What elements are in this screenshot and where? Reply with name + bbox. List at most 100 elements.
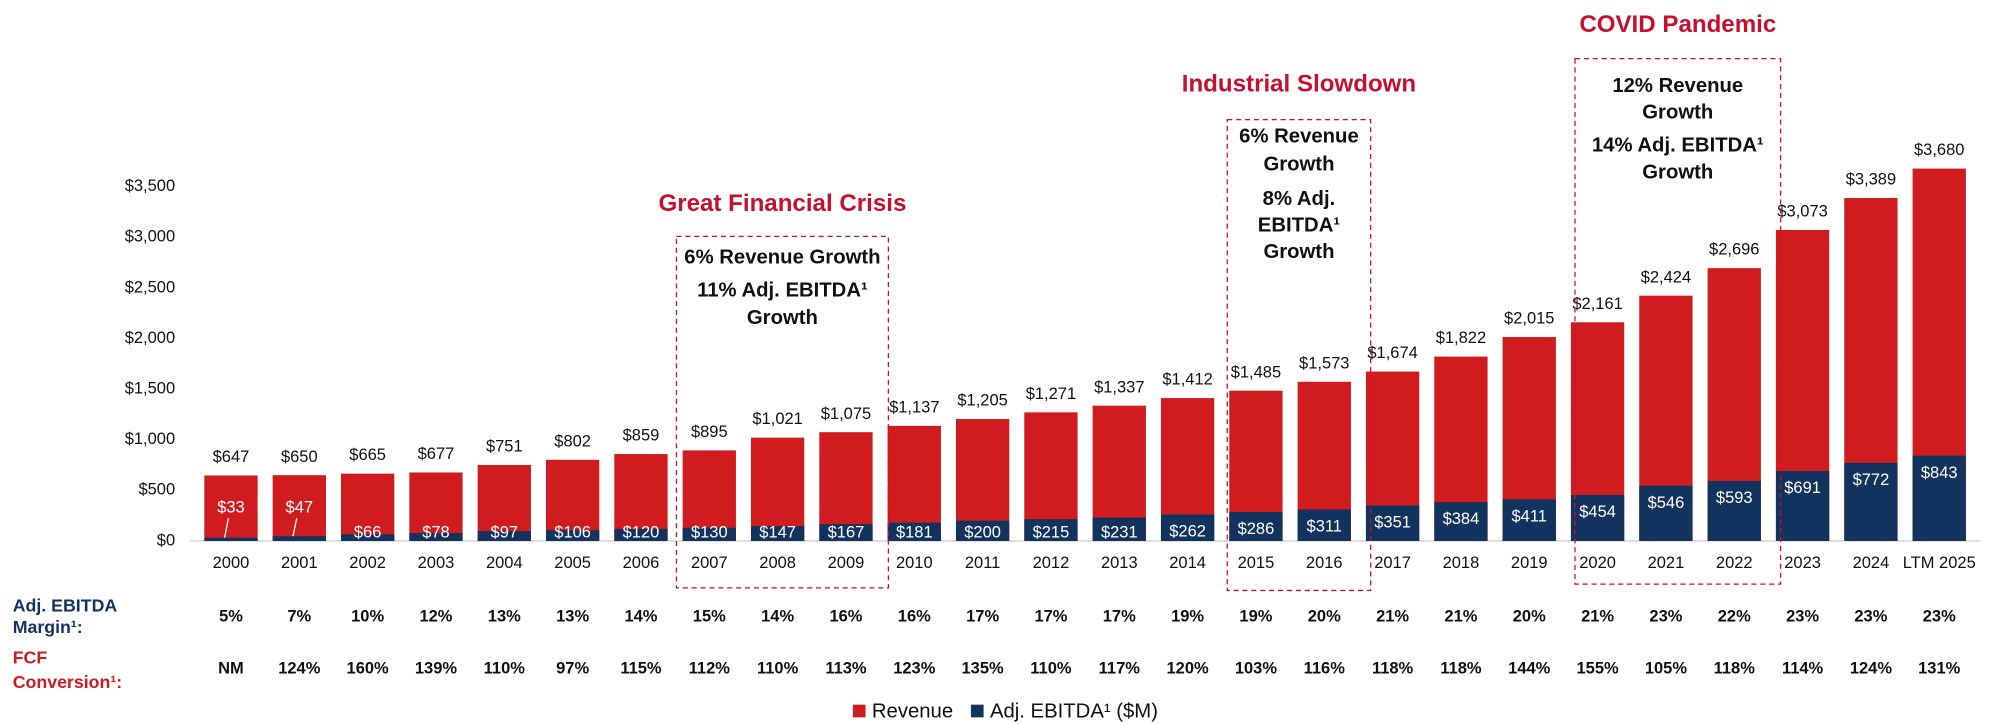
annotation-line: 6% Revenue Growth [684,246,880,268]
annotation-line: 8% Adj. [1263,188,1336,210]
ebitda-bar [409,533,463,541]
revenue-label: $1,137 [889,398,939,416]
revenue-label: $647 [213,448,250,466]
annotation-title: Great Financial Crisis [658,190,906,217]
annotation-box [1574,58,1782,585]
ebitda-bar [1160,514,1215,541]
y-tick-label: $1,000 [125,430,175,448]
row-value: 115% [620,659,662,677]
y-tick-label: $1,500 [125,380,175,398]
x-tick-label: 2011 [965,554,1000,572]
row-value: 15% [693,607,726,625]
annotation-line: 11% Adj. EBITDA¹ [697,279,868,301]
row-value: 144% [1508,659,1551,677]
row-value: 14% [624,607,657,625]
row-value: 105% [1645,659,1688,677]
x-tick-label: 2017 [1374,554,1411,572]
revenue-label: $3,389 [1846,171,1896,189]
x-tick-label: 2010 [896,554,933,572]
y-tick-label: $500 [138,481,175,499]
row-value: 13% [488,607,521,625]
row-value: 21% [1581,607,1614,625]
revenue-label: $802 [554,432,591,450]
revenue-bar [272,475,326,541]
ebitda-bar [682,527,736,541]
row-value: 23% [1649,607,1682,625]
ebitda-label: $167 [828,524,865,542]
y-tick-label: $2,500 [125,278,175,296]
ebitda-label: $215 [1033,524,1070,542]
row-value: NM [218,659,244,677]
y-tick-label: $3,000 [125,228,175,246]
annotation-line: 6% Revenue [1239,126,1359,148]
ebitda-label: $33 [217,498,245,516]
row-value: 124% [1850,659,1893,677]
legend-label: Adj. EBITDA¹ ($M) [990,701,1158,723]
row-value: 110% [484,659,526,677]
row-value: 13% [556,607,589,625]
row-value: 110% [1030,659,1072,677]
row-value: 12% [419,607,452,625]
x-tick-label: 2005 [554,554,591,572]
row-value: 21% [1376,607,1409,625]
revenue-label: $1,075 [821,405,871,423]
row-value: 10% [351,607,384,625]
ebitda-bar [1434,502,1488,541]
revenue-label: $1,674 [1367,344,1417,362]
ebitda-bar [1229,512,1283,541]
ebitda-label: $66 [354,524,382,542]
revenue-label: $2,015 [1504,310,1554,328]
x-tick-label: 2001 [281,554,318,572]
ebitda-bar [1024,519,1078,541]
revenue-label: $2,161 [1572,295,1622,313]
revenue-bar [819,432,873,541]
row-label: Margin¹: [13,617,83,637]
revenue-bar [887,425,941,541]
row-value: 7% [287,607,311,625]
ebitda-label: $262 [1169,523,1206,541]
annotation-title: Industrial Slowdown [1182,71,1416,98]
x-tick-label: 2016 [1306,554,1343,572]
ebitda-bar [1570,495,1625,541]
x-tick-label: 2015 [1238,554,1275,572]
x-tick-label: 2012 [1033,554,1070,572]
x-tick-label: 2009 [828,554,865,572]
revenue-label: $650 [281,448,318,466]
x-tick-label: 2018 [1443,554,1480,572]
legend-label: Revenue [872,701,953,723]
row-value: 14% [761,607,794,625]
revenue-label: $1,573 [1299,354,1349,372]
row-value: 114% [1782,659,1824,677]
ebitda-bar [1844,462,1898,541]
row-value: 20% [1513,607,1546,625]
annotation-line: Growth [1263,241,1334,263]
x-tick-label: 2022 [1716,554,1753,572]
ebitda-label: $593 [1716,489,1753,507]
ebitda-label: $772 [1853,471,1890,489]
row-value: 110% [757,659,799,677]
row-label: FCF [13,648,48,668]
annotation-line: Growth [1642,102,1713,124]
ebitda-label: $384 [1443,510,1480,528]
ebitda-bar [1912,455,1966,541]
ebitda-bar [1092,517,1146,541]
row-value: 103% [1235,659,1278,677]
revenue-label: $3,073 [1777,203,1827,221]
revenue-bar [750,437,805,541]
ebitda-bar [1297,509,1351,541]
row-value: 123% [893,659,936,677]
revenue-label: $2,696 [1709,241,1759,259]
revenue-label: $3,680 [1914,141,1964,159]
annotation-box [675,235,890,589]
ebitda-label: $546 [1648,494,1685,512]
ebitda-label: $231 [1101,524,1138,542]
ebitda-bar [614,528,668,541]
row-value: 118% [1372,659,1414,677]
row-value: 118% [1440,659,1482,677]
revenue-bar [340,473,395,541]
row-value: 19% [1171,607,1204,625]
row-value: 155% [1576,659,1619,677]
row-value: 113% [825,659,867,677]
x-tick-label: 2024 [1853,554,1890,572]
row-value: 17% [1103,607,1136,625]
